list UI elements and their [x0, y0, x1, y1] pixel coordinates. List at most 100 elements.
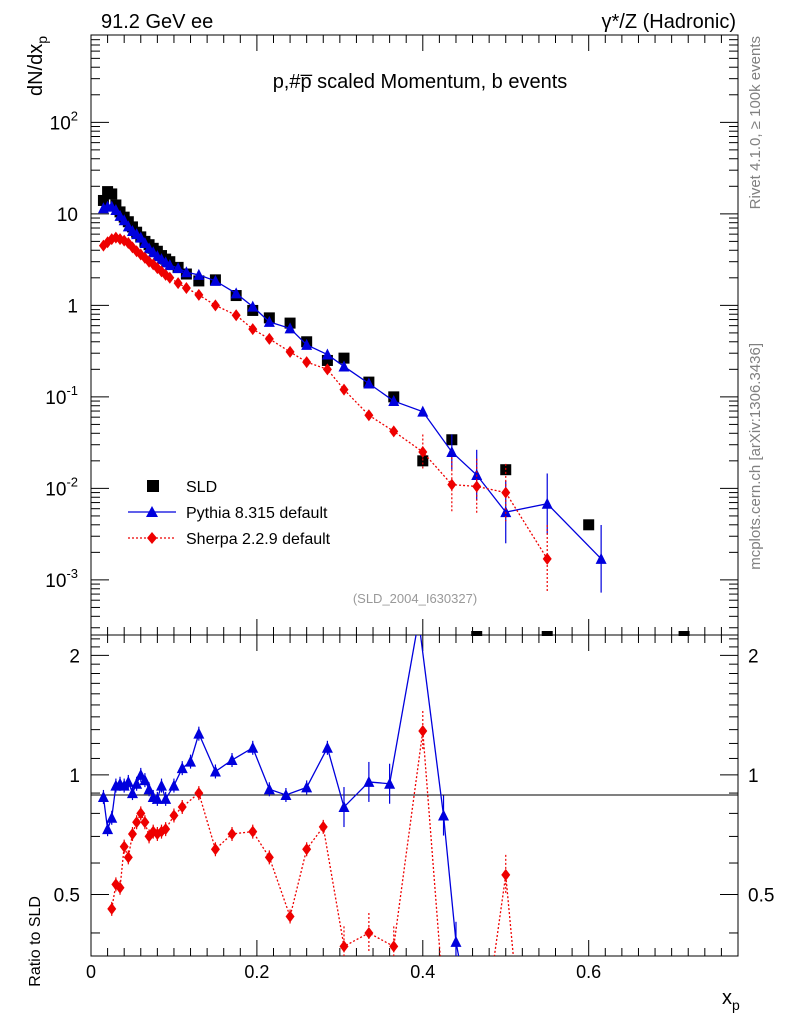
ratio-point — [339, 940, 349, 953]
data-point — [301, 338, 313, 350]
data-point — [193, 275, 205, 287]
data-point — [542, 552, 552, 565]
ratio-point — [156, 779, 168, 791]
data-point — [541, 497, 553, 509]
data-point — [338, 360, 350, 372]
data-point-offscale — [471, 631, 483, 636]
ratio-point — [115, 881, 125, 894]
data-point — [106, 188, 118, 200]
axes-group: 0 0.2 0.4 0.6 10-3 10-2 10-1 1 10 102 0.5 0.5 1 1 2 2 — [45, 34, 774, 982]
ratio-point — [123, 851, 133, 864]
legend-sld-label: SLD — [186, 479, 217, 496]
ratio-point — [119, 840, 129, 853]
x-axis-title: xp — [722, 987, 740, 1013]
ratio-point — [193, 727, 205, 739]
ratio-point — [140, 816, 150, 829]
ratio-point — [248, 825, 258, 838]
y-tick-label: 102 — [50, 108, 78, 134]
data-point — [165, 271, 175, 284]
header-left: 91.2 GeV ee — [101, 11, 213, 33]
x-tick-label: 0.6 — [576, 962, 601, 982]
ratio-point — [285, 910, 295, 923]
data-point-offscale — [678, 631, 690, 636]
data-point — [210, 299, 220, 312]
ratio-point — [364, 926, 374, 939]
ratio-point — [418, 724, 428, 737]
x-tick-label: 0.4 — [410, 962, 435, 982]
data-point — [181, 281, 191, 294]
ratio-tick-label-left: 0.5 — [54, 885, 80, 906]
legend-sherpa-marker — [147, 532, 157, 544]
data-point — [418, 445, 428, 458]
ratio-point — [438, 809, 450, 821]
x-tick-label: 0.2 — [244, 962, 269, 982]
legend-sherpa-label: Sherpa 2.2.9 default — [186, 531, 331, 548]
data-point — [322, 363, 332, 376]
ratio-point — [102, 823, 114, 835]
ratio-point — [301, 781, 313, 793]
ratio-point — [97, 790, 109, 802]
legend-pythia-label: Pythia 8.315 default — [186, 505, 328, 522]
ratio-point — [126, 787, 138, 799]
ratio-point — [107, 902, 117, 915]
data-point — [136, 248, 146, 261]
ratio-point — [280, 788, 292, 800]
data-point — [417, 405, 429, 417]
ratio-point — [338, 801, 350, 813]
ratio-point — [501, 868, 511, 881]
ratio-point — [321, 741, 333, 753]
data-point — [339, 383, 349, 396]
data-point — [447, 478, 457, 491]
ratio-point — [185, 755, 197, 767]
series-line-1 — [103, 205, 602, 560]
ratio-point — [302, 843, 312, 856]
data-point-offscale — [541, 631, 553, 636]
data-point — [595, 552, 607, 564]
data-point — [302, 356, 312, 369]
data-point — [180, 266, 192, 278]
ratio-point — [127, 827, 137, 840]
ratio-point — [227, 827, 237, 840]
data-point — [164, 259, 176, 271]
data-point — [388, 395, 400, 407]
data-point — [389, 425, 399, 438]
legend-sld-marker — [147, 480, 159, 492]
ratio-axis-title: Ratio to SLD — [27, 896, 44, 987]
chart-title: p,#p̅ scaled Momentum, b events — [273, 71, 568, 93]
ratio-point — [160, 792, 172, 804]
data-point — [209, 274, 221, 286]
data-point — [284, 322, 296, 334]
ratio-tick-label-left: 1 — [69, 766, 80, 787]
legend-pythia-marker — [146, 506, 158, 517]
ratio-point — [177, 801, 187, 814]
data-point — [338, 352, 350, 364]
data-point — [193, 268, 205, 280]
mcplots-label: mcplots.cern.ch [arXiv:1306.3436] — [747, 343, 764, 570]
ratio-point — [363, 775, 375, 787]
ratio-tick-label-right: 2 — [748, 646, 759, 667]
ratio-point — [136, 807, 146, 820]
ratio-tick-label-right: 0.5 — [748, 885, 774, 906]
ratio-point — [263, 783, 275, 795]
data-point — [194, 288, 204, 301]
data-point — [264, 332, 274, 345]
data-point — [173, 277, 183, 290]
y-tick-label: 1 — [67, 296, 78, 317]
ratio-point — [161, 823, 171, 836]
data-point — [501, 486, 511, 499]
ratio-point — [106, 811, 118, 823]
data-point — [118, 214, 130, 226]
ratio-point — [132, 816, 142, 829]
y-axis-title: dN/dxp — [25, 36, 50, 96]
ratio-point — [450, 935, 462, 947]
ratio-point — [169, 809, 179, 822]
data-point — [285, 345, 295, 358]
legend: SLD Pythia 8.315 default Sherpa 2.2.9 de… — [128, 479, 331, 548]
data-point — [446, 445, 458, 457]
y-tick-label: 10-2 — [45, 474, 78, 500]
data-point — [321, 348, 333, 360]
rivet-version-label: Rivet 4.1.0, ≥ 100k events — [747, 36, 764, 209]
data-point — [172, 262, 184, 274]
data-point — [583, 519, 595, 531]
